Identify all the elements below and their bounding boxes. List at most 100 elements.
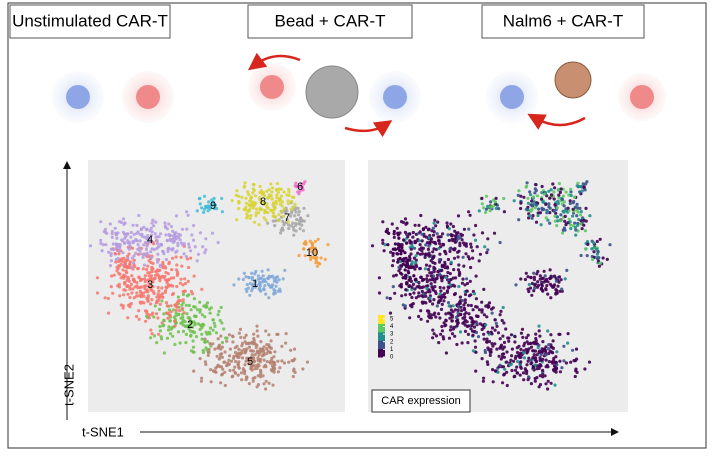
dot xyxy=(155,299,159,303)
dot xyxy=(259,200,263,204)
dot xyxy=(534,220,539,224)
dot xyxy=(145,309,149,313)
dot xyxy=(575,214,579,218)
dot xyxy=(208,311,212,315)
dot xyxy=(300,185,304,189)
dot xyxy=(483,348,487,353)
dot xyxy=(572,199,576,204)
dot xyxy=(215,354,219,358)
dot xyxy=(251,191,255,195)
dot xyxy=(534,332,538,336)
dot xyxy=(141,255,145,259)
dot xyxy=(242,336,247,340)
dot xyxy=(125,266,129,270)
dot xyxy=(189,256,193,260)
dot xyxy=(412,291,416,295)
dot xyxy=(211,200,215,204)
dot xyxy=(131,261,136,265)
dot xyxy=(491,368,495,372)
dot xyxy=(247,345,252,349)
dot xyxy=(420,232,424,236)
dot xyxy=(265,360,269,364)
dot xyxy=(138,232,142,236)
dot xyxy=(530,281,535,286)
dot xyxy=(431,302,435,306)
dot xyxy=(493,342,497,346)
dot xyxy=(518,373,522,377)
dot xyxy=(494,321,498,325)
dot xyxy=(144,284,148,288)
dot xyxy=(162,351,166,355)
dot xyxy=(552,283,557,287)
dot xyxy=(239,371,244,375)
dot xyxy=(137,317,141,321)
dot xyxy=(139,228,143,232)
expression-dots xyxy=(370,180,612,391)
dot xyxy=(496,331,501,335)
dot xyxy=(549,296,553,300)
dot xyxy=(151,285,155,289)
dot xyxy=(499,345,503,349)
dot xyxy=(296,213,301,217)
dot xyxy=(467,227,471,231)
dot xyxy=(449,222,453,226)
dot xyxy=(423,255,427,259)
dot xyxy=(174,311,178,315)
dot xyxy=(161,249,165,253)
dot xyxy=(198,308,202,312)
dot xyxy=(403,217,408,221)
condition-box xyxy=(9,4,171,39)
dot xyxy=(223,350,227,354)
dot xyxy=(424,243,428,247)
dot xyxy=(130,291,134,295)
dot xyxy=(243,363,247,367)
dot xyxy=(245,289,249,294)
dot xyxy=(412,265,416,269)
dot xyxy=(221,367,225,371)
cluster-label: 2 xyxy=(187,319,193,331)
dot xyxy=(532,275,537,279)
dot xyxy=(403,268,407,272)
dot xyxy=(421,277,426,282)
dot xyxy=(171,240,175,244)
dot xyxy=(165,336,170,340)
dot xyxy=(458,300,462,304)
dot xyxy=(280,226,284,230)
dot xyxy=(237,277,241,281)
dot xyxy=(508,363,512,367)
dot xyxy=(228,354,232,358)
dot xyxy=(193,245,197,249)
dot xyxy=(596,250,600,254)
dot xyxy=(323,257,327,261)
dot xyxy=(138,249,142,253)
dot xyxy=(460,299,464,303)
dot xyxy=(497,207,501,211)
dot xyxy=(461,277,465,281)
dot xyxy=(449,325,453,329)
dot xyxy=(204,248,208,252)
dot xyxy=(513,368,518,372)
dot xyxy=(145,244,149,248)
dot xyxy=(453,229,457,233)
dot xyxy=(432,298,436,302)
cluster-label: 1 xyxy=(252,278,258,290)
dot xyxy=(407,271,411,275)
dot xyxy=(424,235,429,239)
colorbar-tick-label: 0 xyxy=(390,355,394,361)
dot xyxy=(540,197,544,201)
dot xyxy=(550,350,554,354)
dot xyxy=(227,333,232,337)
dot xyxy=(199,379,203,383)
dot xyxy=(553,365,558,369)
dot xyxy=(207,347,211,352)
dot xyxy=(264,387,268,391)
dot xyxy=(216,337,220,341)
dot xyxy=(548,221,552,225)
dot xyxy=(540,350,544,354)
dot xyxy=(112,273,116,277)
dot xyxy=(553,274,557,278)
dot xyxy=(540,284,544,288)
dot xyxy=(144,319,148,323)
dot xyxy=(564,361,569,365)
dot xyxy=(237,201,241,205)
